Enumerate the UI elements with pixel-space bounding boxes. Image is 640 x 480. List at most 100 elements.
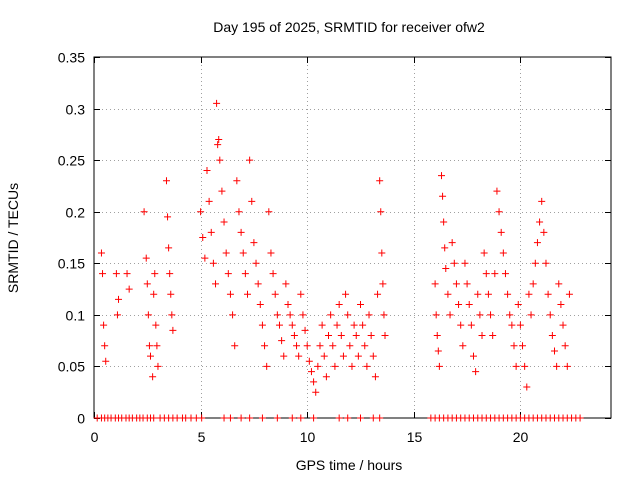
data-point (241, 270, 249, 278)
data-point (290, 331, 298, 339)
data-point (256, 301, 264, 309)
data-point (201, 254, 209, 262)
chart-title: Day 195 of 2025, SRMTID for receiver ofw… (213, 19, 485, 35)
data-point (310, 414, 318, 422)
data-point (216, 156, 224, 164)
data-point (169, 326, 177, 334)
data-point (356, 414, 364, 422)
data-point (374, 290, 382, 298)
data-point (286, 311, 294, 319)
data-point (339, 352, 347, 360)
data-point (112, 270, 120, 278)
data-point (378, 249, 386, 257)
data-point (354, 352, 362, 360)
data-point (293, 342, 301, 350)
data-point (162, 177, 170, 185)
data-point (448, 239, 456, 247)
data-point (325, 331, 333, 339)
data-point (280, 352, 288, 360)
x-tick-label: 20 (513, 429, 529, 445)
data-point (489, 331, 497, 339)
data-point (363, 362, 371, 370)
data-point (352, 331, 360, 339)
data-point (472, 368, 480, 376)
data-point (439, 192, 447, 200)
data-point (557, 301, 565, 309)
x-tick-label: 10 (300, 429, 316, 445)
data-point (237, 414, 245, 422)
data-point (457, 321, 465, 329)
data-point (275, 321, 283, 329)
data-point (246, 414, 254, 422)
data-point (493, 187, 501, 195)
data-point (563, 362, 571, 370)
data-point (252, 259, 260, 267)
data-point (523, 383, 531, 391)
data-point (442, 264, 450, 272)
data-point (474, 290, 482, 298)
data-point (312, 388, 320, 396)
data-point (344, 311, 352, 319)
data-point (295, 352, 303, 360)
data-point (356, 301, 364, 309)
data-point (536, 218, 544, 226)
data-point (250, 239, 258, 247)
data-point (142, 254, 150, 262)
data-point (115, 295, 123, 303)
data-point (226, 414, 234, 422)
data-point (478, 331, 486, 339)
data-point (248, 197, 256, 205)
data-point (516, 321, 524, 329)
data-point (491, 270, 499, 278)
data-point (346, 342, 354, 350)
y-tick-label: 0.1 (66, 308, 86, 324)
data-point (469, 352, 477, 360)
data-point (261, 342, 269, 350)
data-point (233, 177, 241, 185)
data-point (229, 311, 237, 319)
data-point (265, 208, 273, 216)
x-tick-label: 0 (91, 429, 99, 445)
y-tick-label: 0.05 (58, 359, 85, 375)
data-point (365, 311, 373, 319)
data-point (224, 270, 232, 278)
data-point (531, 259, 539, 267)
data-point (288, 321, 296, 329)
data-point (559, 321, 567, 329)
data-point (342, 290, 350, 298)
data-point (331, 362, 339, 370)
data-point (297, 290, 305, 298)
data-point (376, 177, 384, 185)
data-point (288, 414, 296, 422)
data-point (504, 290, 512, 298)
y-tick-label: 0 (77, 411, 85, 427)
data-point (499, 249, 507, 257)
y-tick-label: 0.15 (58, 256, 85, 272)
data-point (476, 311, 484, 319)
data-point (380, 311, 388, 319)
data-point (444, 290, 452, 298)
data-point (212, 280, 220, 288)
data-point (487, 311, 495, 319)
data-point (546, 311, 554, 319)
data-point (327, 311, 335, 319)
data-point (320, 352, 328, 360)
data-point (514, 301, 522, 309)
y-tick-label: 0.25 (58, 153, 85, 169)
data-point (167, 290, 175, 298)
data-point (335, 301, 343, 309)
data-point (548, 331, 556, 339)
data-point (267, 249, 275, 257)
data-point (335, 414, 343, 422)
data-point (278, 337, 286, 345)
data-point (220, 414, 228, 422)
data-point (231, 342, 239, 350)
data-point (301, 326, 309, 334)
data-point (198, 414, 206, 422)
data-point (207, 228, 215, 236)
data-point (271, 290, 279, 298)
data-point (239, 249, 247, 257)
data-point (506, 311, 514, 319)
data-point (197, 208, 205, 216)
data-point (144, 311, 152, 319)
